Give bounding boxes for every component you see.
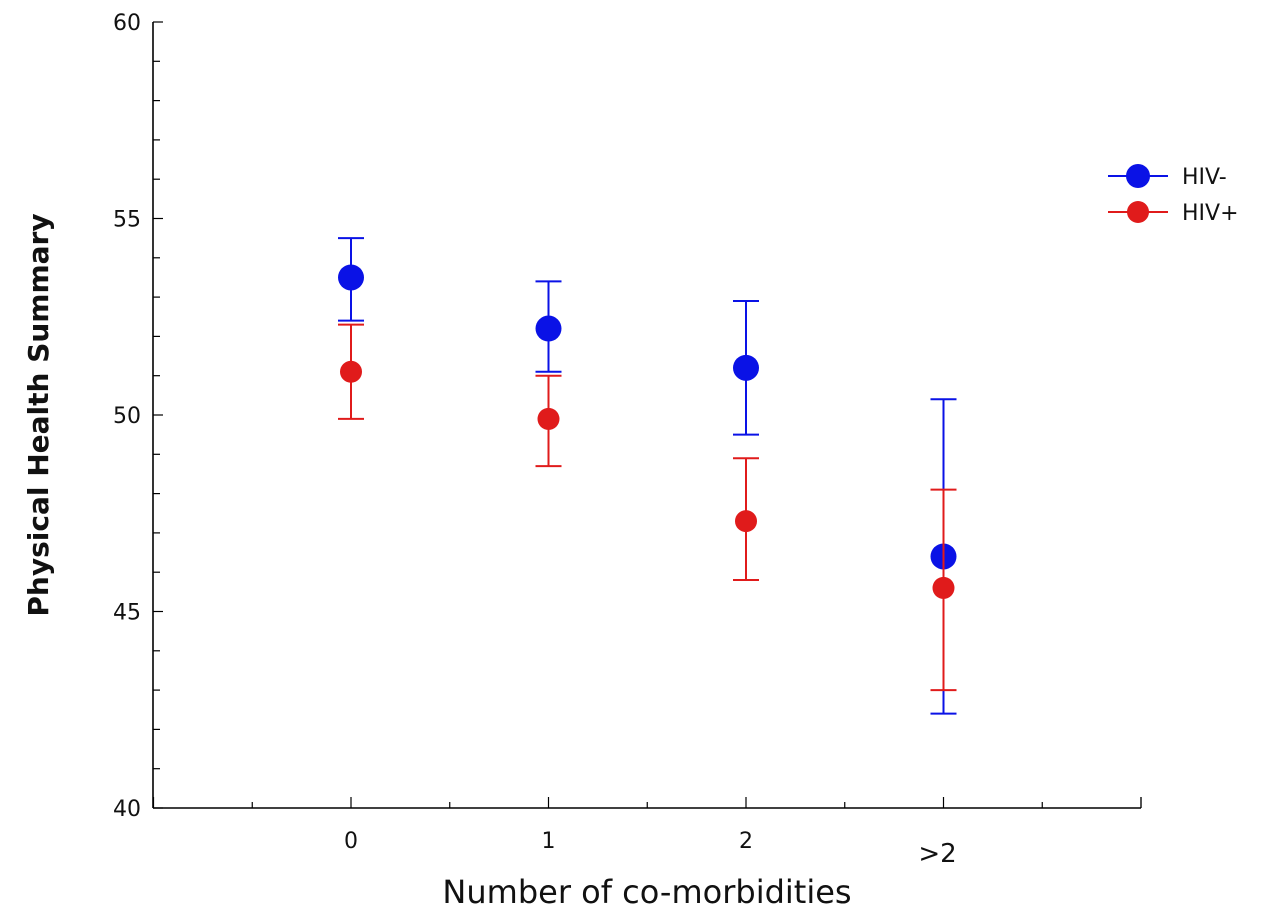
x-axis-ticks: 0 1 2 >2	[152, 797, 1142, 869]
y-tick-label: 60	[113, 11, 141, 36]
y-tick-label: 55	[113, 208, 141, 233]
y-tick-label: 50	[113, 404, 141, 429]
data-point	[338, 264, 364, 291]
y-tick-label: 45	[113, 601, 141, 626]
data-point	[537, 407, 560, 430]
series-layer	[338, 237, 957, 715]
y-tick-label: 40	[113, 797, 141, 822]
data-point	[733, 354, 759, 381]
legend-item: HIV-	[1108, 164, 1227, 190]
legend: HIV- HIV+	[1108, 164, 1239, 226]
data-point	[735, 510, 757, 533]
y-axis-title: Physical Health Summary	[22, 213, 55, 616]
series-hiv-positive	[338, 323, 957, 692]
legend-marker	[1126, 164, 1150, 188]
data-point	[535, 315, 562, 342]
x-tick-label: 2	[739, 829, 753, 854]
x-tick-label: 0	[344, 829, 358, 854]
axes	[152, 22, 1141, 809]
data-point	[932, 576, 955, 599]
legend-marker	[1127, 201, 1149, 223]
legend-label: HIV+	[1182, 201, 1239, 226]
y-axis-ticks: 40 45 50 55 60	[113, 11, 163, 822]
data-point	[340, 360, 362, 383]
legend-label: HIV-	[1182, 165, 1227, 190]
x-tick-label: 1	[542, 829, 556, 854]
series-hiv-negative	[338, 237, 957, 715]
x-tick-label: >2	[918, 839, 956, 869]
legend-item: HIV+	[1108, 201, 1239, 226]
x-axis-title: Number of co-morbidities	[442, 873, 851, 911]
